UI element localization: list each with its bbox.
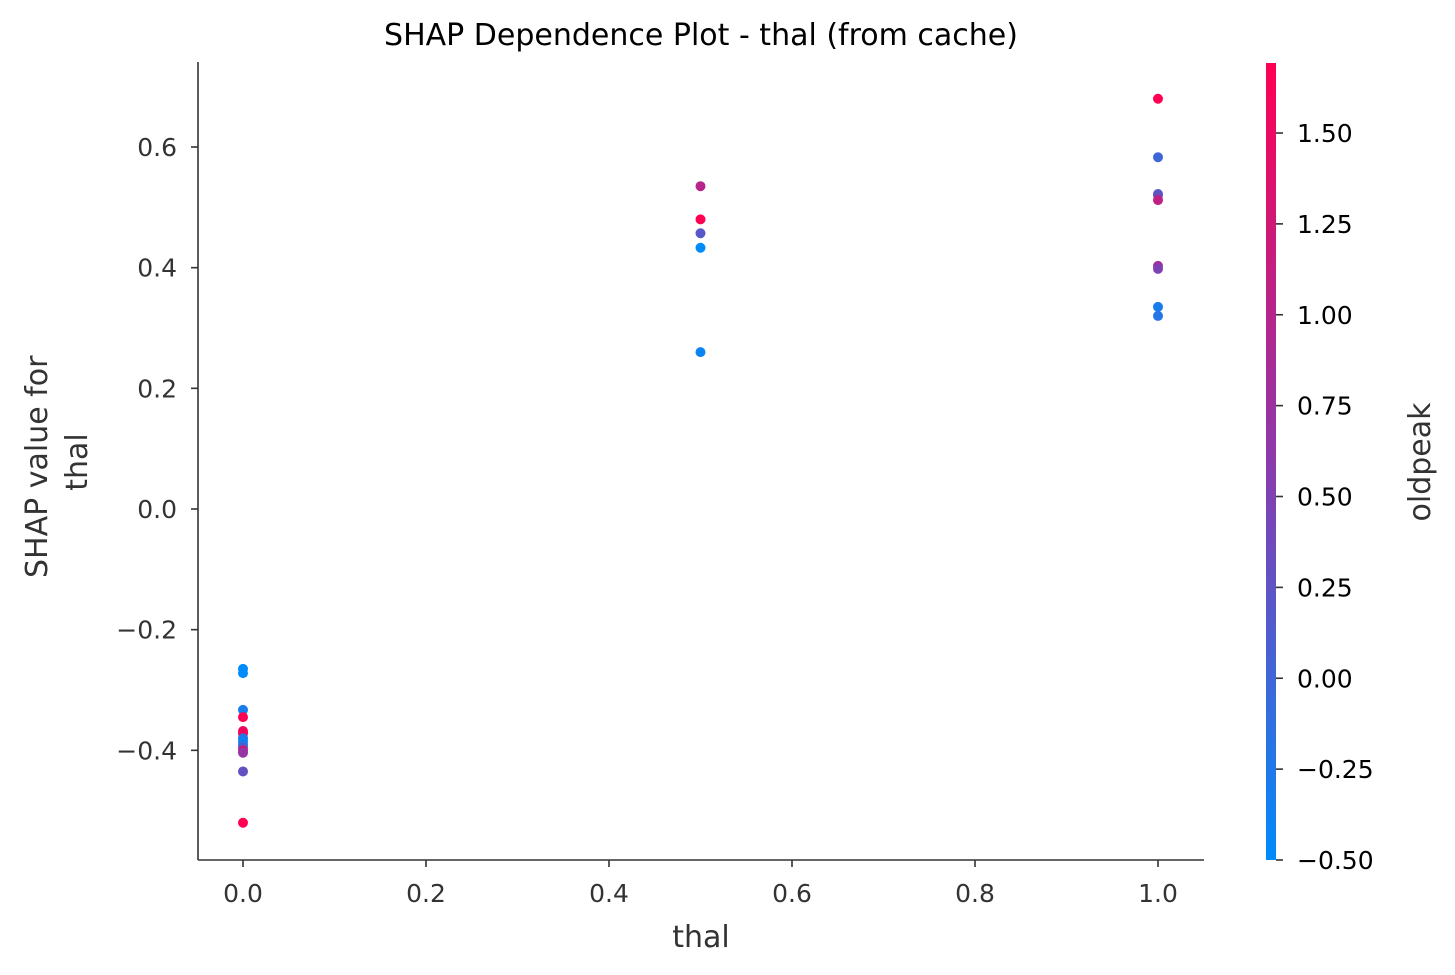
scatter-point <box>695 214 706 225</box>
colorbar-tick-label: 0.75 <box>1297 392 1353 421</box>
x-tick-label: 0.2 <box>406 879 446 908</box>
scatter-point <box>238 766 248 777</box>
scatter-point <box>238 704 248 715</box>
x-tick-label: 0.0 <box>223 879 263 908</box>
x-axis-label: thal <box>672 920 730 955</box>
scatter-point <box>695 347 706 358</box>
colorbar <box>1266 63 1276 860</box>
x-tick-label: 0.6 <box>772 879 812 908</box>
y-tick-label: 0.2 <box>137 374 177 403</box>
chart-title: SHAP Dependence Plot - thal (from cache) <box>384 18 1018 53</box>
colorbar-tick-label: 1.25 <box>1297 210 1353 239</box>
y-tick-label: 0.0 <box>137 495 177 524</box>
colorbar-tick-label: 1.50 <box>1297 119 1353 148</box>
scatter-point <box>1153 310 1163 321</box>
y-tick-label: 0.4 <box>137 254 177 283</box>
colorbar-ticks: −0.50 −0.25 0.00 0.25 0.50 0.75 1.00 1.25 1.50 <box>1276 119 1374 875</box>
colorbar-tick-label: 0.25 <box>1297 573 1353 602</box>
colorbar-tick-label: −0.50 <box>1297 846 1374 875</box>
y-tick-label: −0.4 <box>116 736 177 765</box>
scatter-point <box>238 817 248 828</box>
scatter-point <box>238 747 248 758</box>
y-axis-label: SHAP value for thal <box>20 346 95 578</box>
x-ticks: 0.0 0.2 0.4 0.6 0.8 1.0 <box>223 860 1178 908</box>
y-ticks: −0.4 −0.2 0.0 0.2 0.4 0.6 <box>116 133 198 765</box>
scatter-point <box>695 228 706 239</box>
scatter-point <box>238 668 248 679</box>
x-tick-label: 0.8 <box>955 879 995 908</box>
y-tick-label: −0.2 <box>116 616 177 645</box>
scatter-point <box>1153 152 1163 163</box>
y-axis-label-line-1: SHAP value for <box>20 355 55 578</box>
scatter-point <box>695 242 706 253</box>
colorbar-tick-label: 0.00 <box>1297 664 1353 693</box>
scatter-point <box>1153 195 1163 206</box>
scatter-point <box>695 181 706 192</box>
colorbar-tick-label: 0.50 <box>1297 483 1353 512</box>
y-tick-label: 0.6 <box>137 133 177 162</box>
x-tick-label: 0.4 <box>589 879 629 908</box>
y-axis-label-line-2: thal <box>60 433 95 491</box>
x-tick-label: 1.0 <box>1138 879 1178 908</box>
scatter-point <box>238 712 248 723</box>
scatter-point <box>1153 301 1163 312</box>
scatter-point <box>1153 263 1163 274</box>
colorbar-tick-label: −0.25 <box>1297 755 1374 784</box>
colorbar-label: oldpeak <box>1403 402 1438 522</box>
colorbar-tick-label: 1.00 <box>1297 301 1353 330</box>
scatter-point <box>1153 93 1163 104</box>
scatter-points <box>238 93 1163 828</box>
